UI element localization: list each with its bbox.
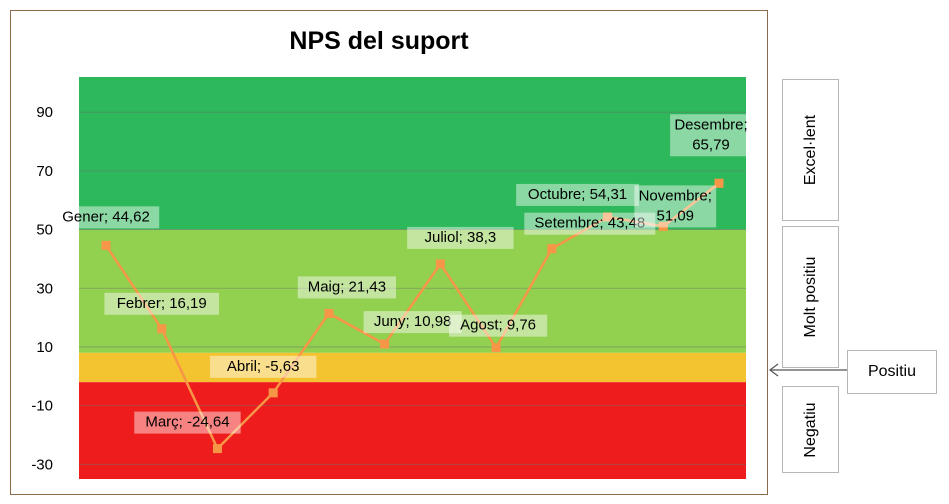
band-label-negatiu: Negatiu (782, 386, 839, 473)
data-label-text: 65,79 (692, 136, 730, 153)
band-1 (79, 229, 746, 353)
data-label: Setembre; 43,48 (524, 212, 656, 235)
data-label-text: Juliol; 38,3 (425, 229, 497, 246)
data-label-bg (363, 311, 462, 334)
data-label-text: Octubre; 54,31 (528, 186, 627, 203)
data-label-text: 51,09 (656, 207, 694, 224)
data-label-text: Desembre; (674, 116, 747, 133)
data-label-text: Abril; -5,63 (227, 358, 300, 375)
band-label-positiu: Positiu (847, 350, 937, 394)
data-point (268, 388, 278, 398)
data-point (435, 259, 445, 269)
data-label: Agost; 9,76 (448, 314, 548, 337)
band-label-excellent: Excel·lent (782, 79, 839, 221)
data-point (380, 339, 390, 349)
data-point (212, 444, 222, 454)
data-label: Maig; 21,43 (297, 276, 397, 299)
band-label-molt-positiu: Molt positiu (782, 226, 839, 368)
data-label: Abril; -5,63 (209, 355, 317, 378)
data-label-text: Març; -24,64 (145, 414, 229, 431)
data-label-bg (209, 355, 317, 378)
data-label-bg (134, 411, 241, 434)
y-tick-label: 50 (36, 222, 53, 239)
data-label-bg (670, 114, 752, 157)
data-label-bg (448, 314, 548, 337)
data-label: Febrer; 16,19 (104, 292, 220, 315)
data-label-bg (524, 212, 656, 235)
data-label: Gener; 44,62 (52, 206, 160, 229)
data-label-bg (104, 292, 220, 315)
data-point (491, 343, 501, 353)
data-point (157, 324, 167, 334)
band-3 (79, 382, 746, 479)
data-label-text: Agost; 9,76 (460, 317, 536, 334)
data-point (714, 178, 724, 188)
data-label-bg (297, 276, 397, 299)
data-label: Juny; 10,98 (363, 311, 462, 334)
data-label-bg (407, 226, 514, 249)
data-label-text: Maig; 21,43 (308, 278, 386, 295)
data-label: Desembre; 65,79 (670, 114, 752, 157)
data-label-text: Febrer; 16,19 (117, 295, 207, 312)
y-tick-label: 30 (36, 280, 53, 297)
data-label-text: Juny; 10,98 (374, 313, 452, 330)
data-label-text: Novembre; (639, 187, 712, 204)
y-tick-label: 90 (36, 104, 53, 121)
data-label-bg (634, 185, 717, 228)
data-label: Març; -24,64 (134, 411, 241, 434)
y-tick-label: -30 (31, 456, 53, 473)
y-tick-label: -10 (31, 398, 53, 415)
positiu-callout-arrow (769, 363, 848, 377)
series-line (104, 182, 720, 450)
data-label-text: Gener; 44,62 (62, 208, 150, 225)
data-point (603, 212, 613, 222)
data-label: Juliol; 38,3 (407, 226, 514, 249)
data-point (324, 308, 334, 318)
y-tick-label: 70 (36, 163, 53, 180)
chart-frame: NPS del suport 90 70 50 30 10 -10 -30 Gener; 4… (10, 10, 768, 495)
band-2 (79, 352, 746, 383)
data-label-bg (516, 183, 639, 206)
chart-svg: NPS del suport 90 70 50 30 10 -10 -30 Gener; 4… (31, 27, 752, 479)
band-0 (79, 77, 746, 230)
data-label-bg (52, 206, 160, 229)
band-label-excellent-text: Excel·lent (801, 114, 819, 186)
data-point (658, 221, 668, 231)
data-label: Novembre; 51,09 (634, 185, 717, 228)
band-label-positiu-text: Positiu (867, 363, 917, 380)
data-point (101, 240, 111, 250)
data-point (547, 244, 557, 254)
chart-title: NPS del suport (289, 27, 469, 55)
y-tick-label: 10 (36, 339, 53, 356)
band-label-negatiu-text: Negatiu (801, 401, 819, 458)
band-label-molt-positiu-text: Molt positiu (801, 256, 819, 338)
data-label: Octubre; 54,31 (516, 183, 639, 206)
data-label-text: Setembre; 43,48 (534, 215, 645, 232)
